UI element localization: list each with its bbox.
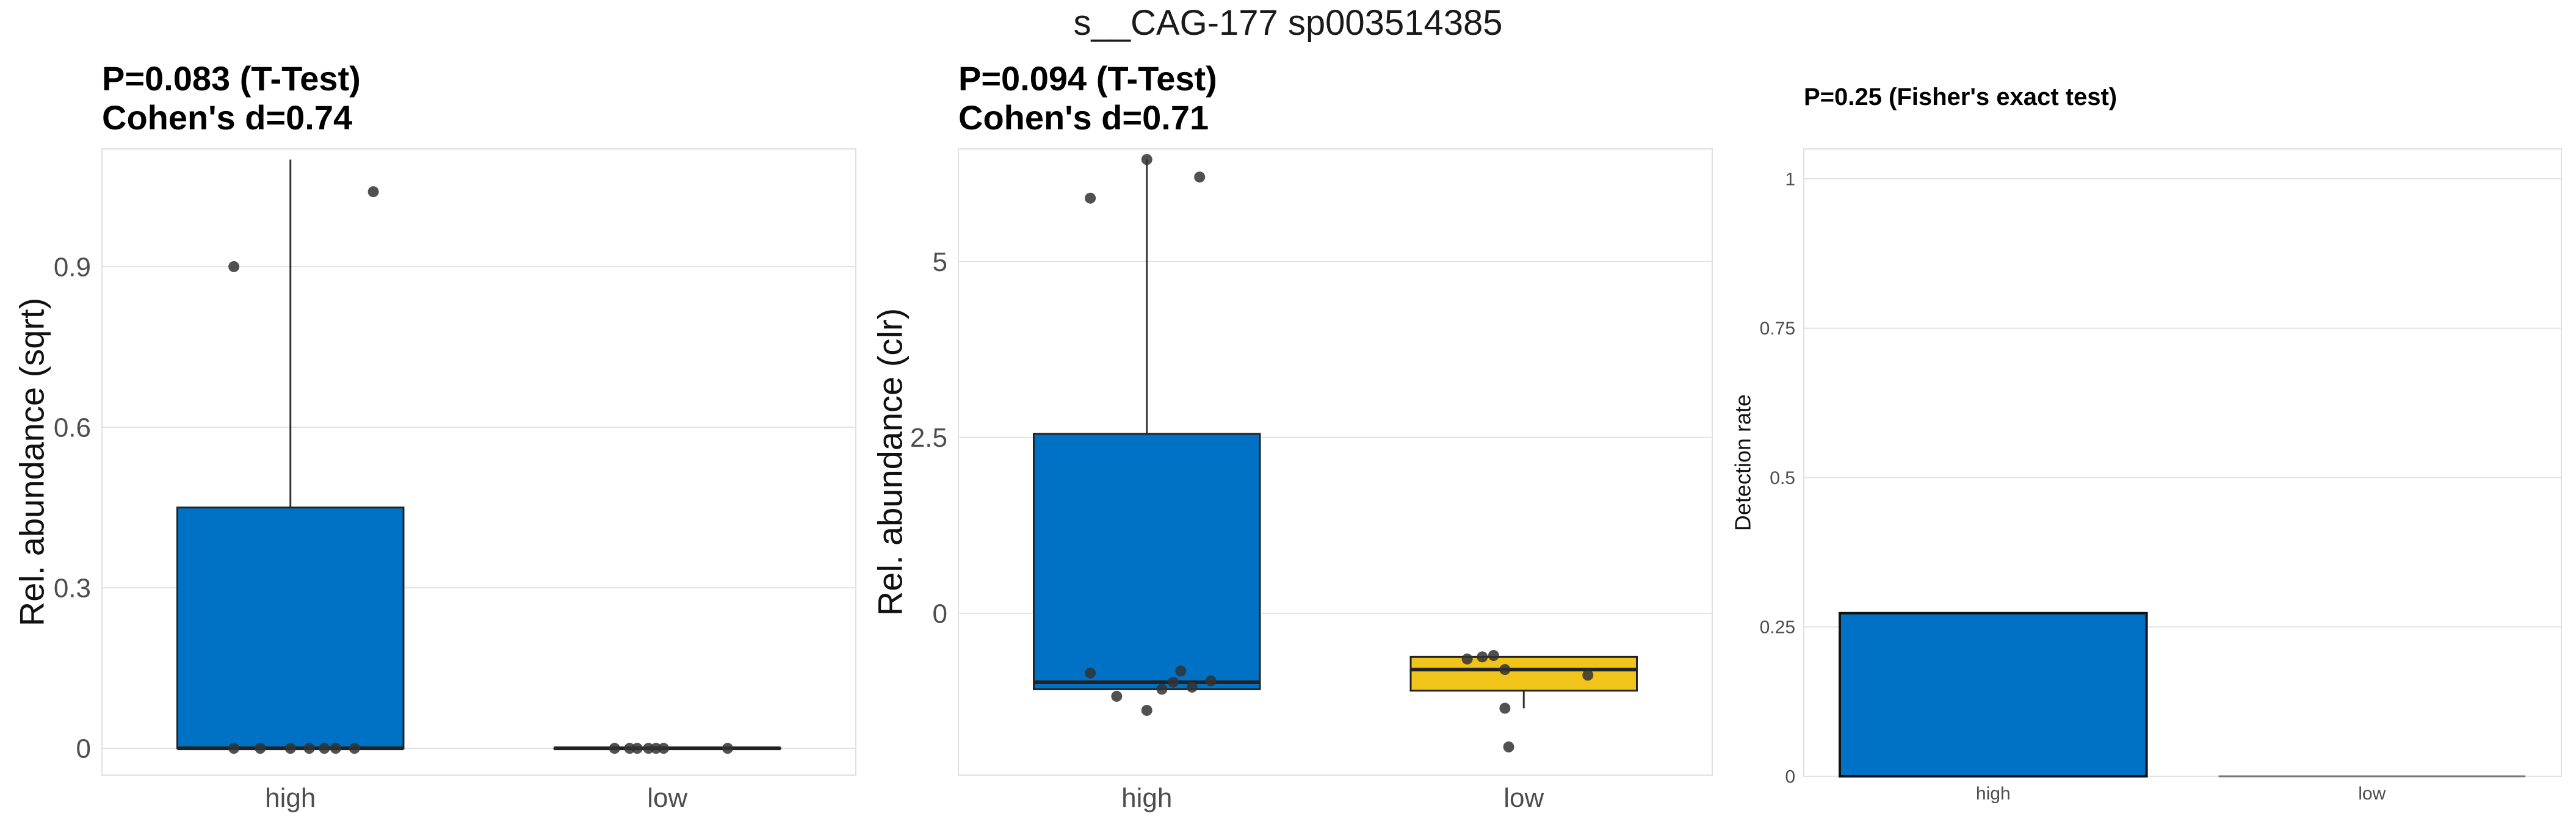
y-tick-label: 0.9 bbox=[54, 252, 91, 282]
y-axis-label: Rel. abundance (clr) bbox=[871, 308, 910, 616]
data-point bbox=[1141, 704, 1152, 716]
y-axis-label: Detection rate bbox=[1731, 394, 1756, 531]
figure-title: s__CAG-177 sp003514385 bbox=[1073, 3, 1503, 43]
data-point bbox=[643, 743, 654, 754]
x-tick-label: low bbox=[1503, 783, 1544, 813]
box-low bbox=[1409, 655, 1638, 692]
y-tick-label: 0.75 bbox=[1760, 319, 1795, 339]
y-tick-label: 0.25 bbox=[1760, 618, 1795, 638]
data-point bbox=[1167, 676, 1179, 688]
x-tick-label: high bbox=[1121, 783, 1172, 813]
data-point bbox=[624, 743, 635, 754]
data-point bbox=[1499, 664, 1511, 676]
data-point bbox=[1111, 690, 1123, 702]
data-point bbox=[1194, 171, 1206, 183]
data-point bbox=[1461, 653, 1473, 665]
data-point bbox=[1205, 675, 1217, 687]
data-point bbox=[1156, 684, 1168, 695]
y-tick-label: 0 bbox=[76, 734, 91, 764]
data-point bbox=[330, 743, 341, 754]
data-point bbox=[1499, 702, 1511, 714]
panel-title-line1: P=0.083 (T-Test) bbox=[102, 59, 361, 98]
data-point bbox=[1477, 651, 1488, 663]
x-tick-label: high bbox=[1976, 784, 2011, 804]
y-tick-label: 2.5 bbox=[910, 423, 947, 453]
data-point bbox=[284, 743, 296, 754]
y-axis-label: Rel. abundance (sqrt) bbox=[13, 298, 51, 627]
data-point bbox=[1503, 741, 1514, 752]
box-high bbox=[1033, 433, 1261, 690]
x-tick-label: low bbox=[2358, 784, 2386, 804]
chart-panel-2: 0 2.5 5 Rel. abundance (clr) P=0.094 (T-Test… bbox=[871, 59, 1713, 813]
y-tick-label: 1 bbox=[1785, 169, 1795, 189]
data-point bbox=[319, 743, 330, 754]
y-tick-label: 0 bbox=[933, 599, 947, 629]
data-point bbox=[1141, 154, 1152, 165]
y-tick-label: 0 bbox=[1785, 767, 1795, 787]
data-point bbox=[1085, 192, 1096, 204]
panel-title-line2: Cohen's d=0.71 bbox=[958, 98, 1209, 137]
y-tick-label: 0.3 bbox=[54, 573, 91, 603]
data-point bbox=[658, 743, 670, 754]
y-tick-label: 0.6 bbox=[54, 413, 91, 442]
y-tick-label: 5 bbox=[933, 247, 947, 277]
panel-title-line1: P=0.094 (T-Test) bbox=[958, 59, 1217, 98]
data-point bbox=[255, 743, 266, 754]
x-tick-label: high bbox=[265, 783, 316, 813]
y-tick-label: 0.5 bbox=[1770, 468, 1795, 488]
data-point bbox=[631, 743, 643, 754]
data-point bbox=[1085, 667, 1096, 679]
data-point bbox=[1175, 665, 1187, 677]
data-point bbox=[228, 743, 240, 754]
data-point bbox=[1186, 681, 1198, 693]
panel-title-line2: Cohen's d=0.74 bbox=[102, 98, 352, 137]
data-point bbox=[650, 743, 662, 754]
data-point bbox=[349, 743, 360, 754]
box-high bbox=[176, 507, 405, 749]
data-point bbox=[1582, 669, 1594, 681]
panel-title-line1: P=0.25 (Fisher's exact test) bbox=[1804, 84, 2117, 110]
data-point bbox=[303, 743, 315, 754]
data-point bbox=[1488, 650, 1499, 662]
data-point bbox=[228, 261, 240, 272]
data-point bbox=[722, 743, 734, 754]
bar-high bbox=[1838, 612, 2148, 778]
data-point bbox=[609, 743, 620, 754]
x-tick-label: low bbox=[647, 783, 687, 813]
data-point bbox=[367, 186, 379, 198]
chart-panel-3: 0 0.25 0.5 0.75 1 Detection rate P=0.25 (Fishe… bbox=[1731, 84, 2562, 804]
